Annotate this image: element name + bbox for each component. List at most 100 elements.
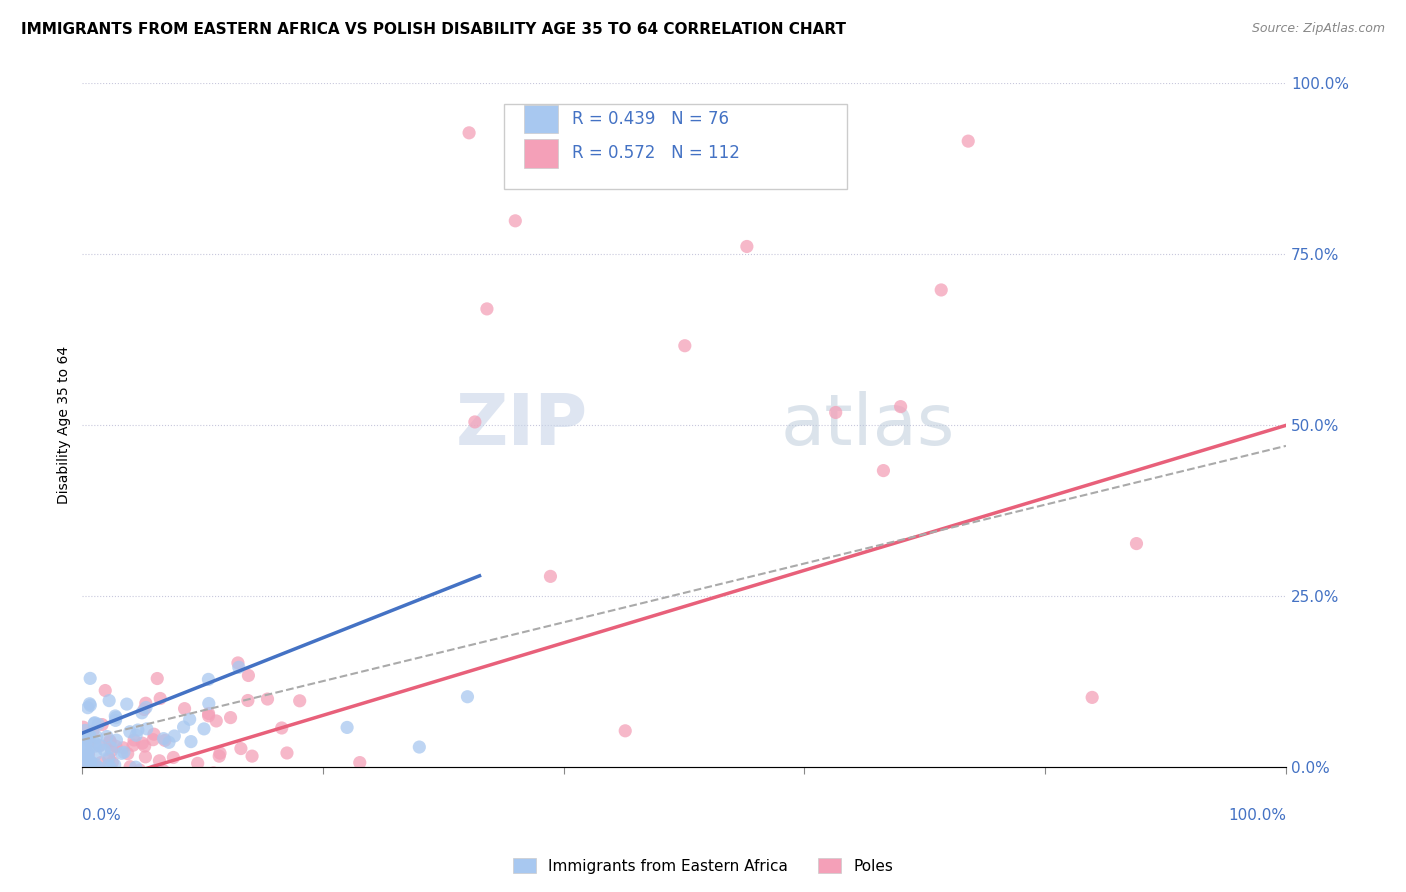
- Point: [464, 415, 486, 429]
- Point: [84, 739, 107, 753]
- Text: IMMIGRANTS FROM EASTERN AFRICA VS POLISH DISABILITY AGE 35 TO 64 CORRELATION CHA: IMMIGRANTS FROM EASTERN AFRICA VS POLISH…: [21, 22, 846, 37]
- Point: [72, 741, 94, 756]
- Point: [205, 714, 228, 728]
- Point: [73, 797, 96, 812]
- Point: [163, 729, 186, 743]
- Point: [104, 709, 127, 723]
- Point: [82, 774, 104, 789]
- Point: [77, 730, 100, 744]
- Point: [82, 813, 104, 827]
- Point: [197, 708, 219, 723]
- Point: [872, 464, 894, 478]
- Point: [105, 733, 128, 747]
- Point: [89, 814, 111, 829]
- Point: [77, 764, 100, 779]
- Point: [72, 755, 94, 769]
- Point: [84, 772, 107, 787]
- Point: [118, 724, 141, 739]
- Point: [77, 811, 100, 825]
- Text: atlas: atlas: [780, 391, 955, 460]
- Point: [125, 728, 148, 742]
- Point: [82, 724, 104, 739]
- Point: [91, 774, 114, 789]
- Point: [458, 126, 481, 140]
- Point: [96, 730, 118, 744]
- Point: [120, 760, 142, 774]
- Point: [104, 757, 127, 772]
- Point: [79, 728, 101, 742]
- Point: [122, 733, 145, 747]
- Point: [72, 739, 94, 754]
- Point: [83, 736, 105, 750]
- Point: [142, 780, 165, 794]
- Point: [83, 715, 105, 730]
- Point: [929, 283, 952, 297]
- Y-axis label: Disability Age 35 to 64: Disability Age 35 to 64: [58, 346, 72, 504]
- Point: [89, 739, 111, 753]
- Point: [256, 692, 278, 706]
- Point: [162, 750, 184, 764]
- Point: [209, 814, 232, 829]
- Point: [197, 706, 219, 721]
- Point: [97, 814, 120, 829]
- Point: [87, 717, 110, 731]
- Point: [134, 739, 156, 753]
- Point: [208, 749, 231, 764]
- Point: [673, 339, 696, 353]
- Legend: Immigrants from Eastern Africa, Poles: Immigrants from Eastern Africa, Poles: [506, 852, 900, 880]
- Point: [173, 720, 195, 734]
- Point: [120, 814, 142, 828]
- Point: [236, 693, 259, 707]
- Point: [89, 761, 111, 775]
- Point: [143, 764, 166, 778]
- Point: [83, 785, 105, 799]
- Point: [76, 731, 98, 745]
- Point: [890, 400, 912, 414]
- Point: [131, 736, 153, 750]
- Point: [97, 758, 120, 772]
- Point: [73, 770, 96, 784]
- Point: [115, 697, 138, 711]
- Point: [1081, 690, 1104, 705]
- Point: [152, 731, 174, 746]
- Point: [91, 793, 114, 807]
- Point: [112, 789, 135, 803]
- Point: [73, 754, 96, 768]
- Point: [456, 690, 478, 704]
- Point: [110, 747, 132, 761]
- Point: [98, 733, 121, 747]
- Point: [142, 732, 165, 747]
- Point: [193, 722, 215, 736]
- Point: [148, 754, 170, 768]
- Point: [538, 569, 561, 583]
- Point: [475, 301, 498, 316]
- Point: [112, 745, 135, 759]
- Point: [143, 727, 166, 741]
- Point: [100, 795, 122, 809]
- Point: [79, 698, 101, 713]
- Point: [80, 756, 103, 770]
- Point: [91, 717, 114, 731]
- Point: [120, 793, 142, 807]
- Point: [84, 747, 107, 762]
- Point: [125, 760, 148, 774]
- Point: [77, 747, 100, 761]
- Text: Source: ZipAtlas.com: Source: ZipAtlas.com: [1251, 22, 1385, 36]
- Point: [94, 683, 117, 698]
- Point: [86, 814, 108, 829]
- Point: [179, 712, 201, 726]
- Point: [87, 774, 110, 789]
- Point: [86, 730, 108, 744]
- Point: [80, 769, 103, 783]
- Point: [170, 788, 193, 802]
- Point: [228, 660, 250, 674]
- Point: [229, 741, 252, 756]
- Point: [77, 752, 100, 766]
- Point: [97, 750, 120, 764]
- Point: [186, 785, 208, 799]
- Point: [135, 722, 157, 736]
- Point: [100, 744, 122, 758]
- Point: [83, 716, 105, 731]
- Point: [202, 765, 225, 780]
- Point: [100, 740, 122, 755]
